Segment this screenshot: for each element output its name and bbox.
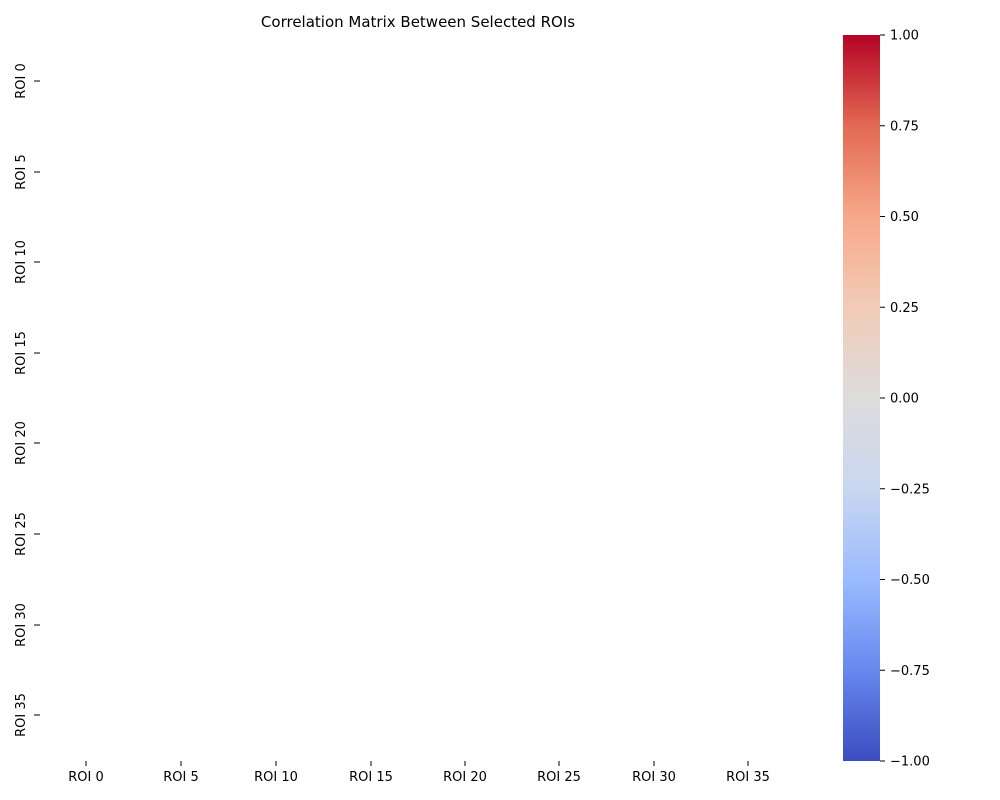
x-axis: ROI 0 ROI 5 ROI 10 ROI 15 ROI 20 ROI 25 ROI 30… (68, 761, 770, 785)
y-tick-label: ROI 10 (14, 240, 29, 284)
x-tick-label: ROI 5 (163, 770, 199, 785)
y-tick-label: ROI 35 (14, 693, 29, 737)
chart-title: Correlation Matrix Between Selected ROIs (261, 13, 575, 31)
x-tick-label: ROI 10 (254, 770, 298, 785)
colorbar-gradient (843, 35, 880, 761)
x-tick-label: ROI 25 (537, 770, 581, 785)
colorbar-tick-label: 1.00 (890, 29, 919, 44)
colorbar-tick-label: −0.25 (890, 482, 930, 497)
colorbar-tick-label: 0.00 (890, 392, 919, 407)
colorbar-tick-label: 0.75 (890, 119, 919, 134)
x-tick-label: ROI 20 (443, 770, 487, 785)
x-tick-label: ROI 35 (726, 770, 770, 785)
colorbar-ticks: −1.00 −0.75 −0.50 −0.25 0.00 0.25 0.50 0.75 1.00 (880, 29, 930, 770)
colorbar-tick-label: 0.25 (890, 301, 919, 316)
x-tick-label: ROI 30 (632, 770, 676, 785)
colorbar-tick-label: −1.00 (890, 755, 930, 770)
colorbar: −1.00 −0.75 −0.50 −0.25 0.00 0.25 0.50 0.75 1.00 (843, 29, 930, 770)
y-tick-label: ROI 0 (14, 63, 29, 99)
y-tick-label: ROI 20 (14, 421, 29, 465)
y-axis: ROI 0 ROI 5 ROI 10 ROI 15 ROI 20 ROI 25 ROI 30… (14, 63, 40, 737)
y-tick-label: ROI 30 (14, 603, 29, 647)
colorbar-tick-label: −0.50 (890, 573, 930, 588)
x-tick-label: ROI 0 (68, 770, 104, 785)
y-tick-label: ROI 5 (14, 154, 29, 190)
x-tick-label: ROI 15 (349, 770, 393, 785)
colorbar-tick-label: −0.75 (890, 664, 930, 679)
y-tick-label: ROI 15 (14, 331, 29, 375)
y-tick-label: ROI 25 (14, 512, 29, 556)
colorbar-tick-label: 0.50 (890, 210, 919, 225)
